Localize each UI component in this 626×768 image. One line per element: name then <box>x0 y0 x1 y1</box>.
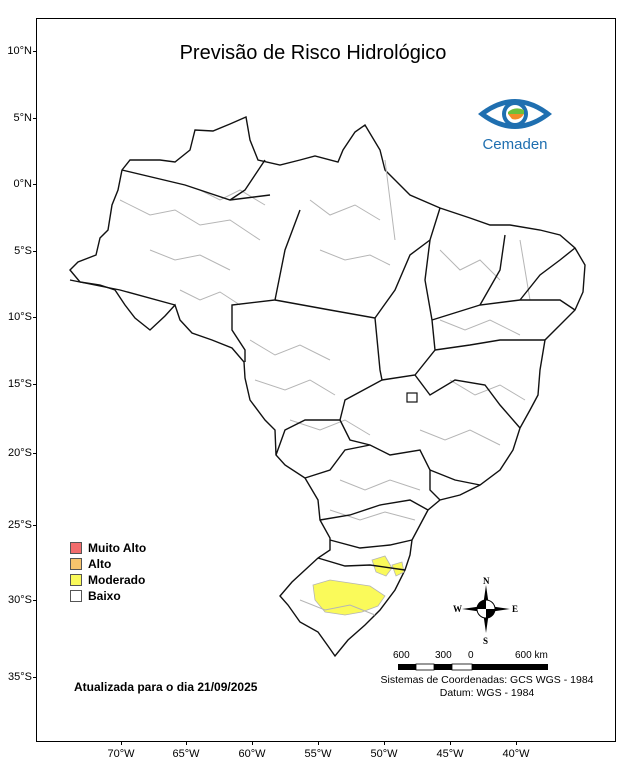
distrito-federal <box>406 392 418 403</box>
lon-tick <box>186 741 187 745</box>
lat-label-5s: 5°S <box>14 245 32 257</box>
lat-label-30s: 30°S <box>8 594 32 606</box>
scale-label-300: 300 <box>435 650 452 661</box>
lat-label-10s: 10°S <box>8 311 32 323</box>
coordinate-system-info: Sistemas de Coordenadas: GCS WGS - 1984 … <box>374 674 600 700</box>
minor-borders <box>119 159 531 616</box>
legend-swatch-moderado <box>70 574 82 586</box>
lon-label-70w: 70°W <box>107 748 135 760</box>
cemaden-logo-text: Cemaden <box>482 136 548 153</box>
lon-tick <box>450 741 451 745</box>
legend-swatch-alto <box>70 558 82 570</box>
crs-line: Sistemas de Coordenadas: GCS WGS - 1984 <box>380 674 594 686</box>
lat-label-10n: 10°N <box>7 45 32 57</box>
risk-area-moderado-sc <box>371 555 393 577</box>
scale-label-600km: 600 km <box>515 650 548 661</box>
legend-item-alto: Alto <box>70 556 146 572</box>
lon-tick <box>252 741 253 745</box>
legend-label-alto: Alto <box>88 557 112 571</box>
lat-tick <box>33 251 37 252</box>
legend-swatch-muito-alto <box>70 542 82 554</box>
legend-label-baixo: Baixo <box>88 589 121 603</box>
lon-label-50w: 50°W <box>370 748 398 760</box>
lon-tick <box>121 741 122 745</box>
lat-label-0n: 0°N <box>13 178 32 190</box>
lat-label-25s: 25°S <box>8 519 32 531</box>
lat-tick <box>33 453 37 454</box>
compass-north-label: N <box>483 576 490 586</box>
cemaden-eye-icon <box>478 99 552 129</box>
scale-bar <box>398 663 548 671</box>
lat-label-35s: 35°S <box>8 671 32 683</box>
lat-tick <box>33 317 37 318</box>
legend-label-muito-alto: Muito Alto <box>88 541 147 555</box>
updated-date: Atualizada para o dia 21/09/2025 <box>74 680 258 694</box>
scale-label-0: 0 <box>468 650 474 661</box>
lon-label-45w: 45°W <box>436 748 464 760</box>
lat-label-20s: 20°S <box>8 447 32 459</box>
lon-tick <box>516 741 517 745</box>
legend-label-moderado: Moderado <box>88 573 146 587</box>
lat-tick <box>33 118 37 119</box>
lat-tick <box>33 384 37 385</box>
scale-label-600: 600 <box>393 650 410 661</box>
risk-area-moderado-rs <box>312 579 386 616</box>
lat-tick <box>33 184 37 185</box>
lon-label-65w: 65°W <box>172 748 200 760</box>
lat-tick <box>33 677 37 678</box>
lat-label-15s: 15°S <box>8 378 32 390</box>
lat-tick <box>33 51 37 52</box>
lat-tick <box>33 600 37 601</box>
lon-tick <box>384 741 385 745</box>
lon-label-60w: 60°W <box>238 748 266 760</box>
risk-legend: Muito Alto Alto Moderado Baixo <box>70 540 146 604</box>
brazil-outline <box>69 116 586 658</box>
datum-line: Datum: WGS - 1984 <box>439 687 535 699</box>
legend-item-moderado: Moderado <box>70 572 146 588</box>
cemaden-logo: Cemaden <box>470 92 560 156</box>
compass-rose-icon <box>462 585 510 633</box>
compass-east-label: E <box>512 604 519 614</box>
state-borders <box>69 159 576 571</box>
lon-label-40w: 40°W <box>502 748 530 760</box>
legend-item-baixo: Baixo <box>70 588 146 604</box>
legend-item-muito-alto: Muito Alto <box>70 540 146 556</box>
legend-swatch-baixo <box>70 590 82 602</box>
lat-tick <box>33 525 37 526</box>
compass-west-label: W <box>453 604 462 614</box>
compass-south-label: S <box>483 636 489 646</box>
map-title: Previsão de Risco Hidrológico <box>179 42 447 64</box>
lat-label-5n: 5°N <box>13 112 32 124</box>
lon-tick <box>318 741 319 745</box>
lon-label-55w: 55°W <box>304 748 332 760</box>
